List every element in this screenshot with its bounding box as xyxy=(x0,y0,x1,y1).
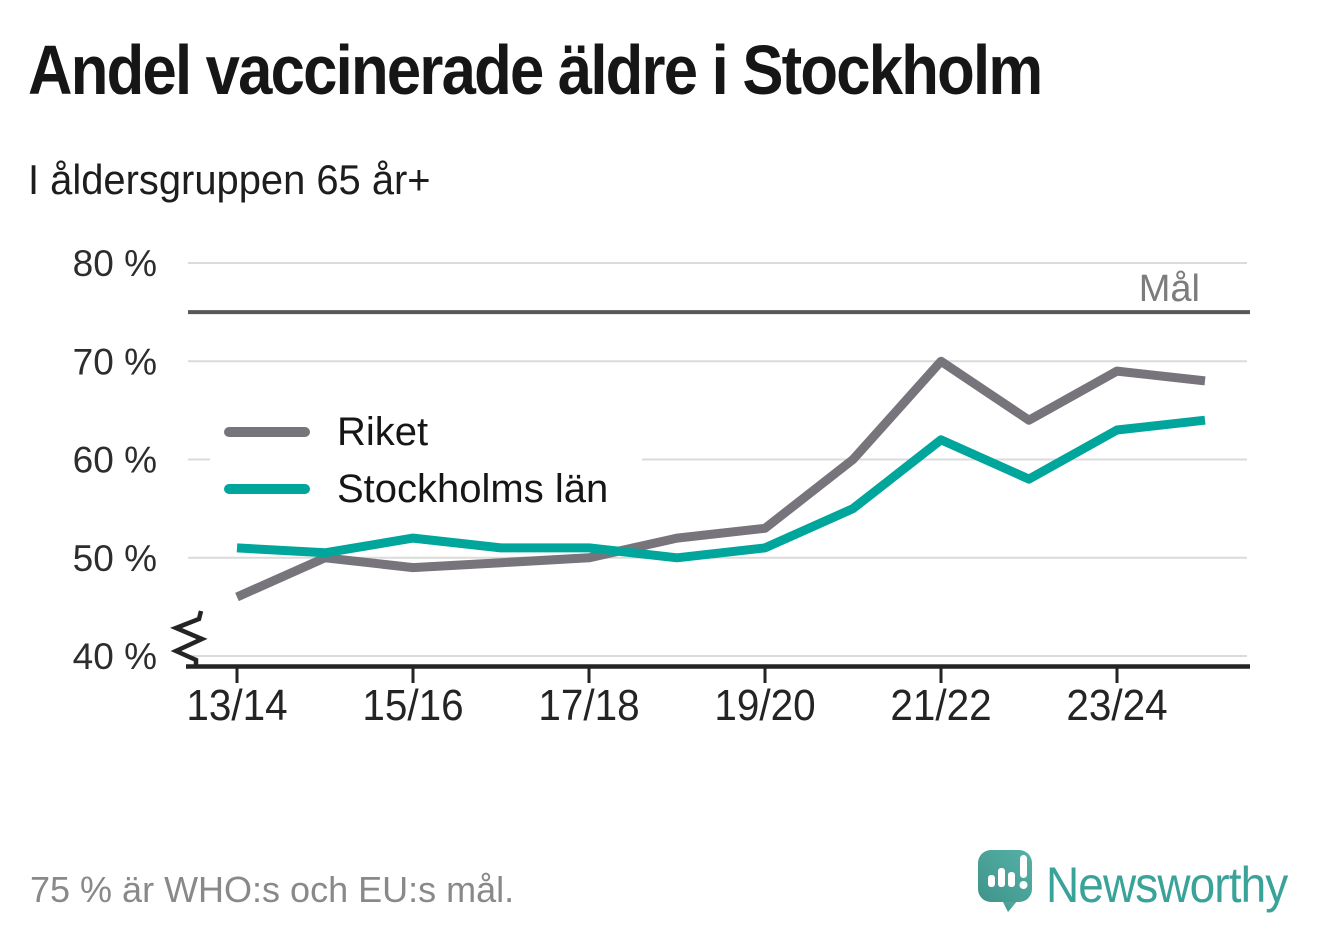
legend-swatch-riket xyxy=(224,427,310,437)
chart-title: Andel vaccinerade äldre i Stockholm xyxy=(28,31,1043,109)
legend: Riket Stockholms län xyxy=(210,402,643,521)
legend-item: Riket xyxy=(224,408,608,456)
series-line-riket xyxy=(235,356,1206,602)
newsworthy-wordmark: Newsworthy xyxy=(1046,857,1288,913)
axis-break-icon xyxy=(170,610,208,666)
y-tick-label: 70 % xyxy=(73,341,157,382)
legend-label: Stockholms län xyxy=(337,466,609,511)
x-tick-label: 19/20 xyxy=(714,680,815,729)
logo-exclamation-dot-icon xyxy=(1019,881,1028,889)
logo-bar-icon xyxy=(1008,872,1015,887)
logo-bubble-tail xyxy=(1002,900,1018,912)
legend-label: Riket xyxy=(337,409,429,454)
series-line-stockholms-l-n xyxy=(236,415,1206,563)
chart-svg: 80 % 70 % 60 % 50 % 40 % 13/14 15/16 17/18 19/20… xyxy=(73,243,1250,729)
x-tick-label: 15/16 xyxy=(362,680,463,729)
legend-swatch-stockholms-lan xyxy=(224,484,310,494)
y-tick-label: 40 % xyxy=(73,636,157,677)
y-tick-label: 50 % xyxy=(73,538,157,579)
logo-bar-icon xyxy=(988,875,995,887)
logo-exclamation-icon xyxy=(1020,855,1027,878)
y-tick-label: 60 % xyxy=(73,440,157,481)
x-tick-label: 13/14 xyxy=(186,680,287,729)
newsworthy-logo-icon xyxy=(978,850,1032,912)
legend-item: Stockholms län xyxy=(224,465,608,513)
logo-bar-icon xyxy=(998,868,1005,887)
x-tick-label: 17/18 xyxy=(538,680,639,729)
y-tick-label: 80 % xyxy=(73,243,157,284)
x-tick-label: 23/24 xyxy=(1066,680,1167,729)
chart-subtitle: I åldersgruppen 65 år+ xyxy=(28,156,431,203)
target-line-label: Mål xyxy=(1138,268,1200,310)
footnote: 75 % är WHO:s och EU:s mål. xyxy=(30,869,515,910)
x-tick-label: 21/22 xyxy=(890,680,991,729)
